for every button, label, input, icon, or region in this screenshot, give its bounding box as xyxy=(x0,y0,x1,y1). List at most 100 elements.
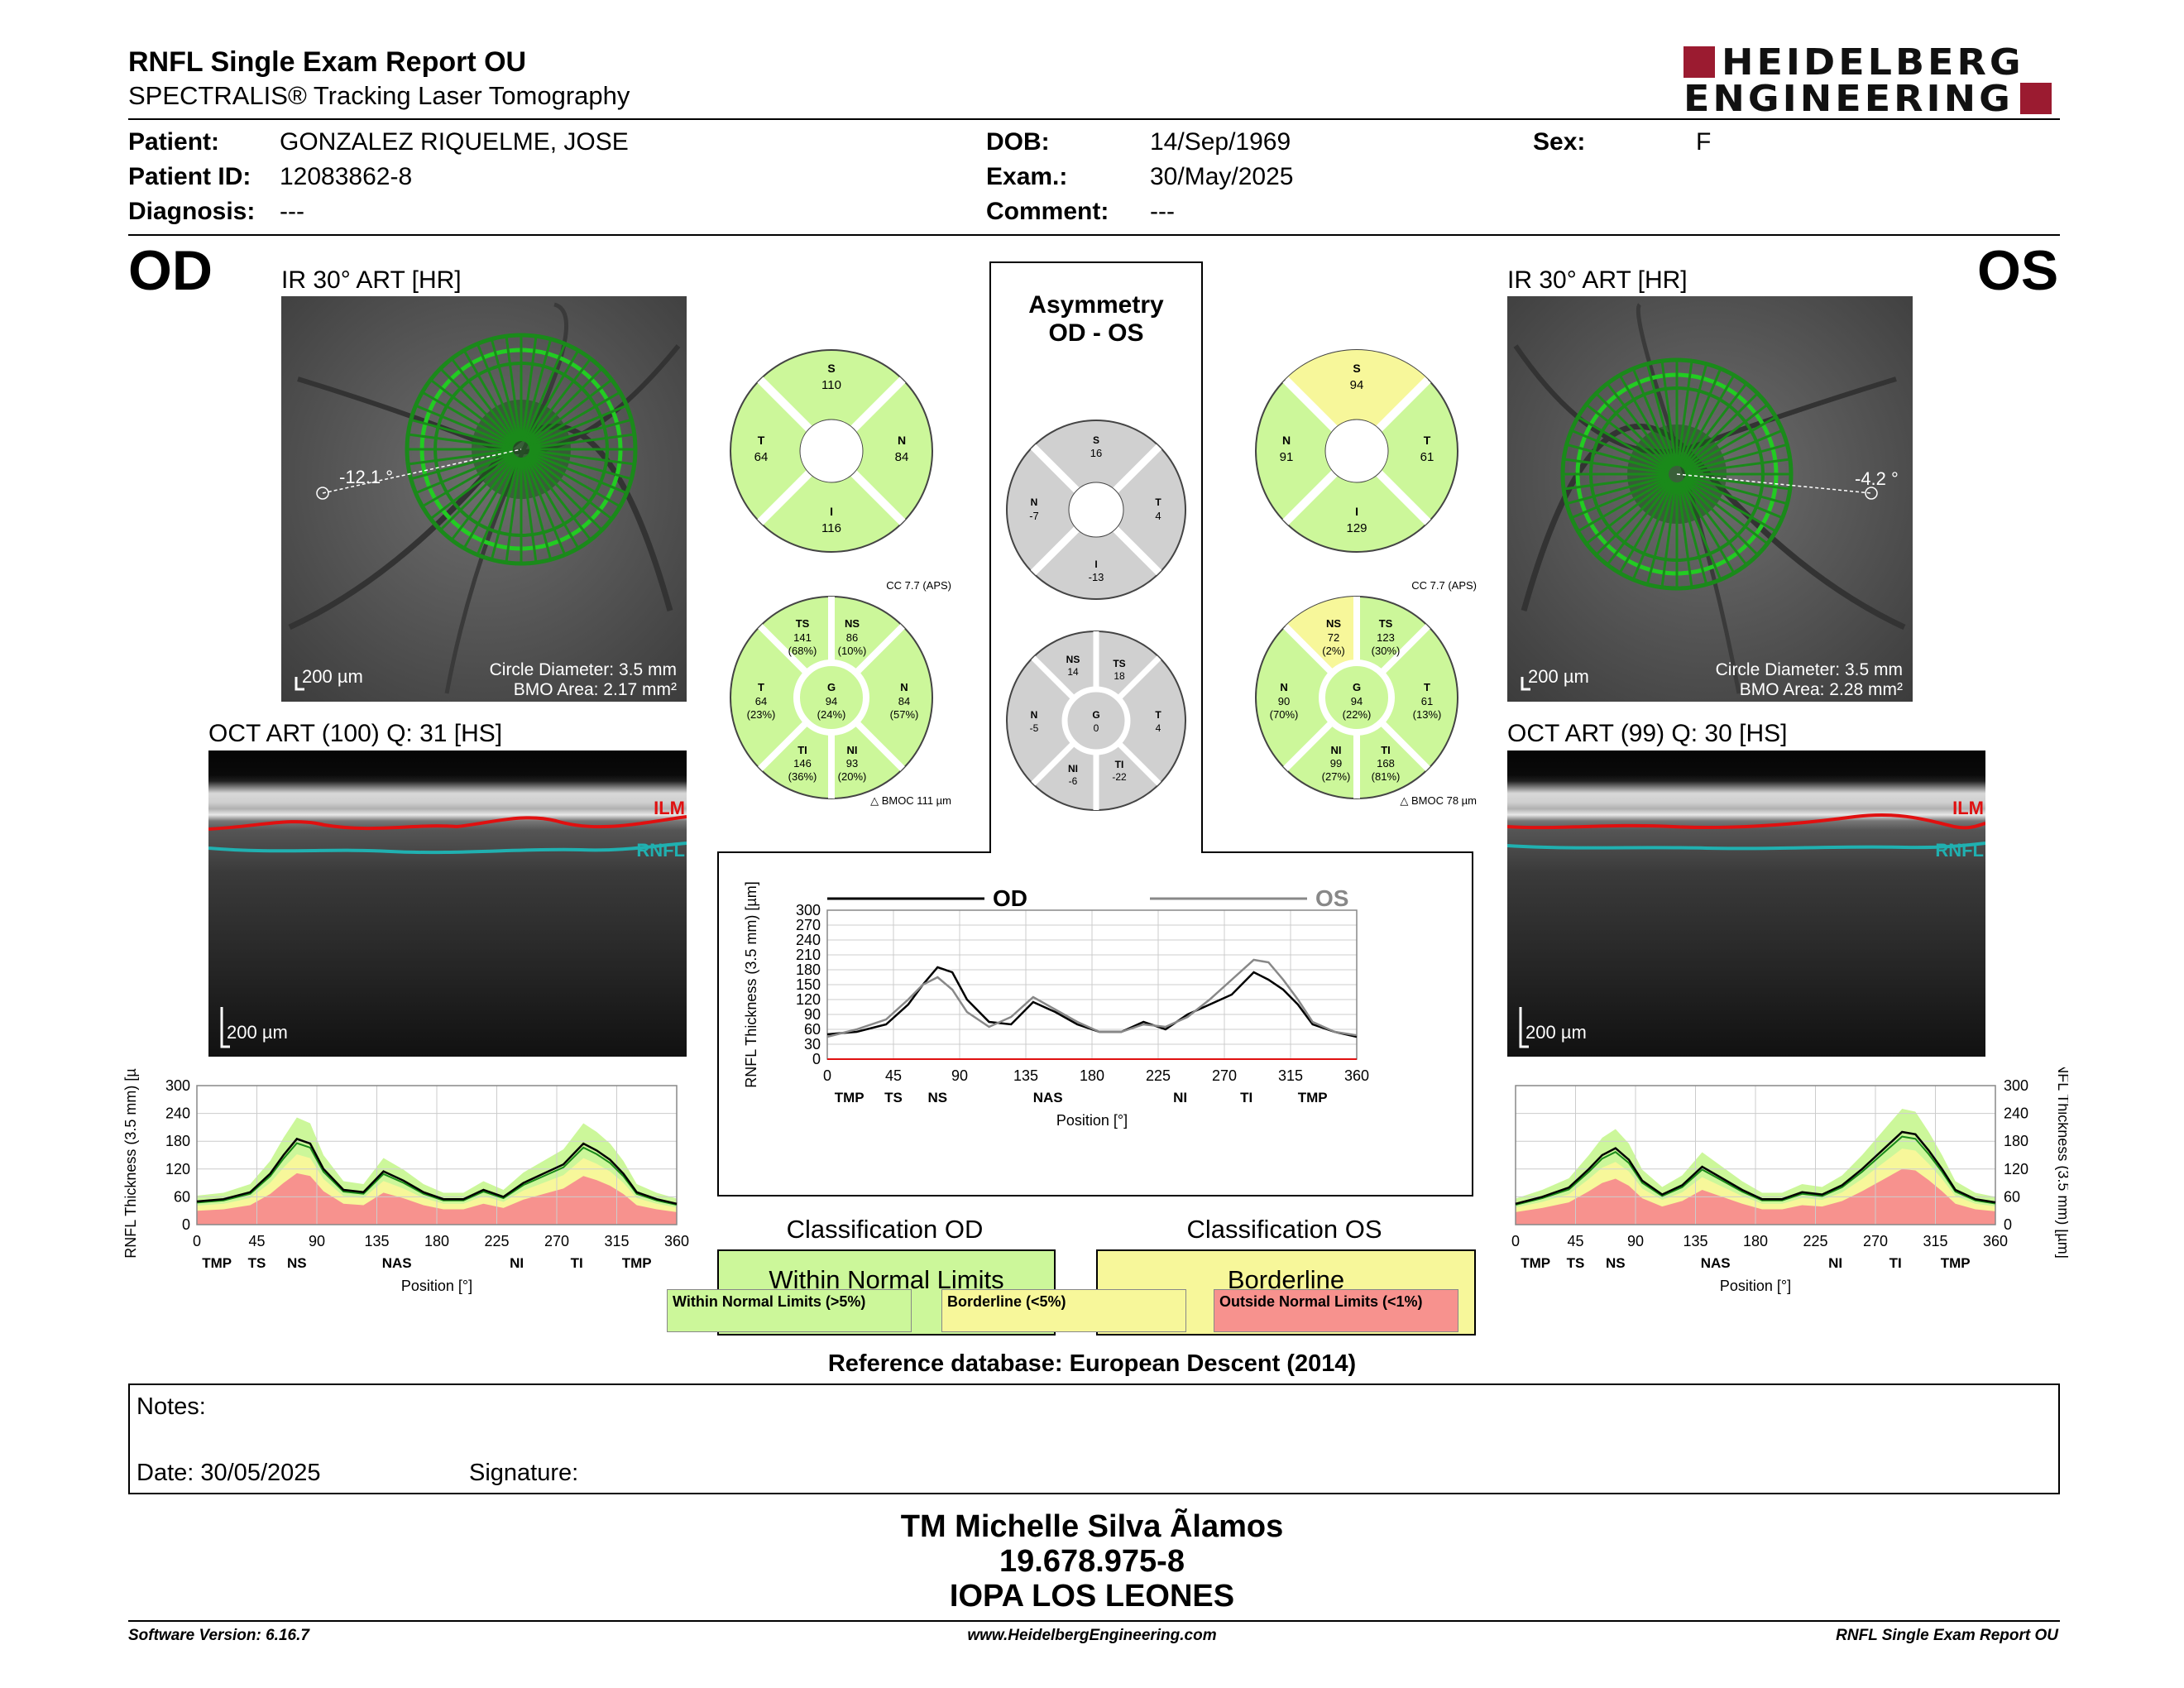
os-quad-n: 91 xyxy=(1280,450,1294,464)
y-tick-label: 120 xyxy=(796,991,821,1008)
y-tick-label: 270 xyxy=(796,917,821,933)
od-oct-title: OCT ART (100) Q: 31 [HS] xyxy=(208,720,503,747)
y-tick-label: 30 xyxy=(804,1036,821,1053)
os-sector-chart: NS 72 (2%) TS 123 (30%) N 90 (70%) G 94 … xyxy=(1255,596,1458,799)
os-sec-ni: 99 xyxy=(1330,757,1342,770)
legend-od-label: OD xyxy=(993,885,1027,911)
divider xyxy=(128,1620,2060,1622)
website: www.HeidelbergEngineering.com xyxy=(967,1627,1217,1644)
x-tick-label: 90 xyxy=(309,1233,325,1249)
x-tick-label: 135 xyxy=(1683,1233,1707,1249)
x-tick-label: 135 xyxy=(1013,1067,1038,1084)
logo-square-icon xyxy=(1684,46,1715,78)
plot-frame xyxy=(1515,1085,1996,1225)
svg-text:N: N xyxy=(1282,434,1291,447)
asym-quad-t: 4 xyxy=(1155,510,1161,522)
os-eye-label: OS xyxy=(1977,239,2059,302)
y-axis-label: RNFL Thickness (3.5 mm) [µm] xyxy=(124,1067,139,1259)
x-tick-label: 90 xyxy=(1627,1233,1644,1249)
svg-text:NS: NS xyxy=(1326,617,1341,630)
svg-text:TI: TI xyxy=(1381,744,1391,756)
legend-os-label: OS xyxy=(1315,885,1348,911)
asym-sec-ti: -22 xyxy=(1112,771,1127,783)
y-tick-label: 120 xyxy=(165,1161,190,1177)
notes-label: Notes: xyxy=(136,1393,206,1420)
svg-text:I: I xyxy=(1355,505,1358,518)
normative-mean-line xyxy=(196,1142,678,1206)
dob-label: DOB: xyxy=(986,128,1050,156)
od-sec-n-pct: (57%) xyxy=(890,708,919,721)
heidelberg-logo: HEIDELBERG ENGINEERING xyxy=(1684,41,2052,117)
svg-text:T: T xyxy=(758,681,764,693)
logo-text-1: HEIDELBERG xyxy=(1722,41,2024,84)
os-ir-title: IR 30° ART [HR] xyxy=(1507,266,1688,294)
od-angle: -12.1 ° xyxy=(339,467,393,487)
od-scale: 200 µm xyxy=(302,666,363,687)
asymmetry-title-2: OD - OS xyxy=(1048,319,1144,347)
x-tick-label: 360 xyxy=(664,1233,689,1249)
svg-text:NS: NS xyxy=(845,617,860,630)
y-tick-label: 60 xyxy=(804,1021,821,1038)
sector-label: TMP xyxy=(1521,1255,1550,1271)
x-tick-label: 45 xyxy=(248,1233,265,1249)
os-sec-ts: 123 xyxy=(1377,631,1395,644)
y-axis-label: RNFL Thickness (3.5 mm) [µm] xyxy=(2055,1067,2068,1259)
od-eye-label: OD xyxy=(128,239,213,302)
os-quadrant-chart: S 94 N 91 T 61 I 129 xyxy=(1255,349,1458,553)
signer-clinic: IOPA LOS LEONES xyxy=(949,1579,1235,1614)
x-tick-label: 180 xyxy=(1743,1233,1768,1249)
os-sec-t: 61 xyxy=(1421,695,1433,707)
os-bmoc: △ BMOC 78 µm xyxy=(1400,794,1477,807)
od-sec-n: 84 xyxy=(898,695,910,707)
os-sec-ns-pct: (2%) xyxy=(1322,645,1344,657)
svg-text:N: N xyxy=(898,434,906,447)
sector-label: TMP xyxy=(202,1255,232,1271)
y-tick-label: 150 xyxy=(796,976,821,993)
y-tick-label: 0 xyxy=(182,1216,190,1233)
svg-text:G: G xyxy=(1092,709,1099,721)
os-oct-scale: 200 µm xyxy=(1525,1022,1587,1043)
svg-text:N: N xyxy=(1280,681,1287,693)
x-tick-label: 270 xyxy=(1863,1233,1888,1249)
od-sec-ts-pct: (68%) xyxy=(788,645,817,657)
diagnosis-label: Diagnosis: xyxy=(128,198,256,225)
plot-frame xyxy=(196,1085,678,1225)
svg-text:T: T xyxy=(1155,709,1161,721)
os-bmo-area: BMO Area: 2.28 mm² xyxy=(1740,680,1903,699)
os-oct-title: OCT ART (99) Q: 30 [HS] xyxy=(1507,720,1788,747)
legend-bl: Borderline (<5%) xyxy=(941,1289,1186,1332)
patient-value: GONZALEZ RIQUELME, JOSE xyxy=(280,128,629,156)
y-tick-label: 60 xyxy=(174,1188,190,1205)
asym-quad-i: -13 xyxy=(1089,571,1104,583)
date-label: Date: 30/05/2025 xyxy=(136,1460,321,1486)
divider xyxy=(128,234,2060,236)
os-sec-ns: 72 xyxy=(1328,631,1339,644)
x-tick-label: 45 xyxy=(1567,1233,1583,1249)
asym-sec-ni: -6 xyxy=(1069,775,1078,787)
x-axis-label: Position [°] xyxy=(401,1278,472,1294)
asym-sec-ts: 18 xyxy=(1114,670,1125,682)
os-oct-image: ILM RNFL 200 µm xyxy=(1507,750,1985,1057)
center-panel xyxy=(717,261,1473,1196)
asym-quad-n: -7 xyxy=(1029,510,1039,522)
x-tick-label: 225 xyxy=(484,1233,509,1249)
report-title: RNFL Single Exam Report OU xyxy=(128,46,527,78)
series-line-od xyxy=(196,1137,678,1206)
svg-text:S: S xyxy=(1353,362,1360,375)
diagnosis-value: --- xyxy=(280,198,304,225)
od-sec-t-pct: (23%) xyxy=(747,708,776,721)
y-tick-label: 180 xyxy=(165,1133,190,1149)
y-tick-label: 300 xyxy=(796,902,821,918)
x-tick-label: 315 xyxy=(1923,1233,1947,1249)
classification-od-title: Classification OD xyxy=(786,1215,984,1244)
software-version: Software Version: 6.16.7 xyxy=(128,1627,309,1644)
x-tick-label: 180 xyxy=(424,1233,449,1249)
os-thickness-chart: 0 60 120 180 240 300 0 45 90 135 180 225 270 315 360 TM… xyxy=(1511,1067,2068,1294)
y-tick-label: 240 xyxy=(796,932,821,948)
sex-value: F xyxy=(1696,128,1712,156)
x-tick-label: 180 xyxy=(1080,1067,1104,1084)
series-line-os xyxy=(826,958,1358,1038)
y-tick-label: 300 xyxy=(2004,1077,2028,1094)
sector-label: NAS xyxy=(1701,1255,1731,1271)
os-quad-i: 129 xyxy=(1346,521,1367,535)
